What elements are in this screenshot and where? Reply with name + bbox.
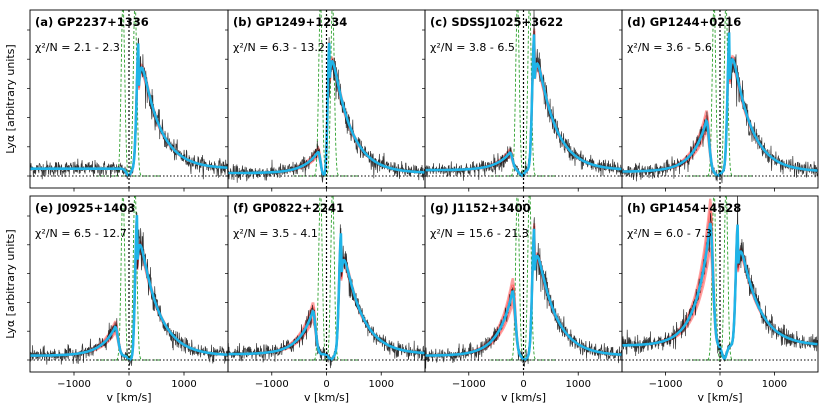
best-fit-model-line: [622, 222, 818, 360]
x-tick-label: −1000: [649, 379, 683, 390]
panel-plot-h: [622, 196, 818, 372]
x-tick-label: 1000: [368, 379, 393, 390]
panel-plot-e: [30, 196, 228, 372]
panel-title: (b) GP1249+1234: [233, 15, 347, 29]
best-fit-model-line: [228, 233, 425, 361]
x-tick-label: 0: [520, 379, 526, 390]
x-axis-label: v [km/s]: [304, 391, 349, 404]
panel-f: −1000 0 1000 (f) GP0822+2241 χ²/N = 3.5 - 4.…: [225, 195, 426, 404]
panel-c: (c) SDSSJ1025+3622 χ²/N = 3.8 - 6.5: [422, 9, 623, 192]
chi2-annotation: χ²/N = 6.3 - 13.2: [233, 41, 325, 54]
chi2-annotation: χ²/N = 2.1 - 2.3: [35, 41, 120, 54]
chi2-annotation: χ²/N = 6.0 - 7.3: [627, 227, 712, 240]
y-axis-label: Lyα [arbitrary units]: [4, 44, 17, 153]
x-tick-label: 1000: [762, 379, 787, 390]
x-axis-label: v [km/s]: [697, 391, 742, 404]
panel-title: (a) GP2237+1336: [35, 15, 149, 29]
panel-h: −1000 0 1000 (h) GP1454+4528 χ²/N = 6.0 - 7.…: [619, 195, 819, 404]
panel-plot-f: [228, 196, 425, 372]
x-tick-label: 0: [323, 379, 329, 390]
panel-d: (d) GP1244+0216 χ²/N = 3.6 - 5.6: [619, 9, 819, 192]
panel-title: (f) GP0822+2241: [233, 201, 344, 215]
chi2-annotation: χ²/N = 3.6 - 5.6: [627, 41, 712, 54]
x-tick-label: 0: [126, 379, 132, 390]
panel-title: (c) SDSSJ1025+3622: [430, 15, 563, 29]
chi2-annotation: χ²/N = 3.5 - 4.1: [233, 227, 318, 240]
panel-plot-a: [30, 10, 228, 188]
best-fit-model-line: [30, 215, 228, 361]
chi2-annotation: χ²/N = 15.6 - 21.3: [430, 227, 529, 240]
x-tick-label: 1000: [171, 379, 196, 390]
best-fit-model-line: [425, 228, 622, 361]
chi2-annotation: χ²/N = 3.8 - 6.5: [430, 41, 515, 54]
panel-b: (b) GP1249+1234 χ²/N = 6.3 - 13.2: [225, 9, 426, 192]
panel-title: (g) J1152+3400: [430, 201, 531, 215]
x-tick-label: 0: [717, 379, 723, 390]
panel-title: (h) GP1454+4528: [627, 201, 741, 215]
x-axis-label: v [km/s]: [501, 391, 546, 404]
panel-e: −1000 0 1000 (e) J0925+1403 χ²/N = 6.5 - 12.…: [4, 195, 229, 404]
panel-plot-d: [622, 10, 818, 188]
panel-title: (d) GP1244+0216: [627, 15, 741, 29]
panel-plot-g: [425, 196, 622, 372]
panel-plot-b: [228, 10, 425, 188]
model-envelope-line: [425, 223, 622, 361]
x-tick-label: 1000: [565, 379, 590, 390]
x-axis-label: v [km/s]: [106, 391, 151, 404]
x-tick-label: −1000: [452, 379, 486, 390]
panel-g: −1000 0 1000 (g) J1152+3400 χ²/N = 15.6 - 21…: [422, 195, 623, 404]
data-spectrum-line: [622, 16, 818, 184]
panel-a: (a) GP2237+1336 χ²/N = 2.1 - 2.3 Lyα [arbi…: [4, 9, 229, 192]
x-tick-label: −1000: [255, 379, 289, 390]
x-tick-label: −1000: [57, 379, 91, 390]
chi2-annotation: χ²/N = 6.5 - 12.7: [35, 227, 127, 240]
model-envelope-line: [228, 246, 425, 361]
y-axis-label: Lyα [arbitrary units]: [4, 229, 17, 338]
panel-title: (e) J0925+1403: [35, 201, 135, 215]
panel-plot-c: [425, 10, 622, 188]
